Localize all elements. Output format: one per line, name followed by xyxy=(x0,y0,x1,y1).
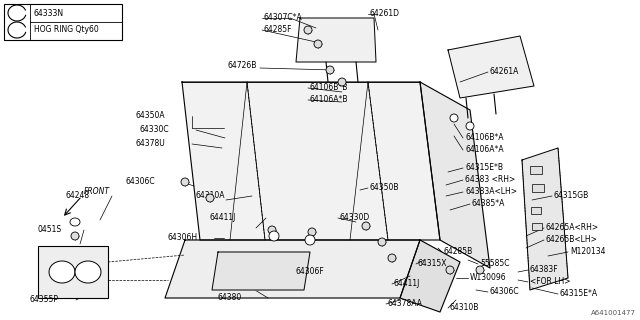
Text: 64265B<LH>: 64265B<LH> xyxy=(546,236,598,244)
Polygon shape xyxy=(212,252,310,290)
Text: <FOR LH>: <FOR LH> xyxy=(530,277,570,286)
Ellipse shape xyxy=(206,194,214,202)
Bar xyxy=(532,223,542,230)
Ellipse shape xyxy=(305,235,315,245)
Text: 64306C: 64306C xyxy=(126,178,156,187)
Bar xyxy=(4,4,122,40)
Polygon shape xyxy=(296,18,376,62)
Ellipse shape xyxy=(378,238,386,246)
Text: 64411J: 64411J xyxy=(394,279,420,289)
Ellipse shape xyxy=(362,222,370,230)
Text: 55585C: 55585C xyxy=(480,260,509,268)
Text: 64383 <RH>: 64383 <RH> xyxy=(465,175,515,185)
Ellipse shape xyxy=(388,254,396,262)
Text: 64265A<RH>: 64265A<RH> xyxy=(546,223,599,233)
Text: 64310A: 64310A xyxy=(196,191,225,201)
Ellipse shape xyxy=(304,26,312,34)
Bar xyxy=(530,166,542,174)
Ellipse shape xyxy=(314,40,322,48)
Ellipse shape xyxy=(338,78,346,86)
Text: W130096: W130096 xyxy=(470,274,507,283)
Text: 64330C: 64330C xyxy=(140,125,170,134)
Text: 64350B: 64350B xyxy=(370,183,399,193)
Text: 64355P: 64355P xyxy=(30,295,59,305)
Text: 64378AA: 64378AA xyxy=(388,300,423,308)
Text: 64307C*A: 64307C*A xyxy=(263,13,301,22)
Text: 64285F: 64285F xyxy=(263,26,291,35)
Ellipse shape xyxy=(75,261,101,283)
Ellipse shape xyxy=(326,66,334,74)
Ellipse shape xyxy=(476,266,484,274)
Text: 64306C: 64306C xyxy=(490,287,520,297)
Bar xyxy=(532,184,544,192)
Text: 64380: 64380 xyxy=(218,293,243,302)
Text: 64106A*B: 64106A*B xyxy=(310,95,349,105)
Text: 64350A: 64350A xyxy=(136,111,166,121)
Text: 64285B: 64285B xyxy=(444,247,473,257)
Text: 64306H: 64306H xyxy=(168,234,198,243)
Ellipse shape xyxy=(450,114,458,122)
Polygon shape xyxy=(448,36,534,98)
Ellipse shape xyxy=(71,232,79,240)
Polygon shape xyxy=(420,82,490,268)
Ellipse shape xyxy=(181,178,189,186)
Text: HOG RING Qty60: HOG RING Qty60 xyxy=(34,26,99,35)
Text: 64315GB: 64315GB xyxy=(554,191,589,201)
Text: 64333N: 64333N xyxy=(34,9,64,18)
Text: 64383A<LH>: 64383A<LH> xyxy=(465,188,517,196)
Text: 64248: 64248 xyxy=(66,191,90,201)
Text: 64315E*A: 64315E*A xyxy=(560,290,598,299)
Text: 64315E*B: 64315E*B xyxy=(465,164,503,172)
Text: 64315X: 64315X xyxy=(418,260,447,268)
Text: 64306F: 64306F xyxy=(296,268,324,276)
Text: A641001477: A641001477 xyxy=(591,310,636,316)
Text: 64106A*A: 64106A*A xyxy=(465,146,504,155)
Text: 64378U: 64378U xyxy=(136,140,166,148)
Text: 64330D: 64330D xyxy=(340,213,371,222)
Text: 64383F: 64383F xyxy=(530,266,559,275)
Polygon shape xyxy=(182,82,440,240)
Ellipse shape xyxy=(269,231,279,241)
Text: 64261A: 64261A xyxy=(490,68,520,76)
Ellipse shape xyxy=(70,218,80,226)
Bar xyxy=(531,207,541,214)
Polygon shape xyxy=(165,240,420,298)
Ellipse shape xyxy=(466,122,474,130)
Text: 64106B*B: 64106B*B xyxy=(310,84,348,92)
Ellipse shape xyxy=(446,266,454,274)
Text: 0451S: 0451S xyxy=(38,226,62,235)
Text: M120134: M120134 xyxy=(570,247,605,257)
Text: 64310B: 64310B xyxy=(450,303,479,313)
Text: 64261D: 64261D xyxy=(370,10,400,19)
Text: 64106B*A: 64106B*A xyxy=(465,133,504,142)
Text: 64726B: 64726B xyxy=(228,60,257,69)
Text: 64385*A: 64385*A xyxy=(472,199,506,209)
Text: 64411J: 64411J xyxy=(210,213,236,222)
Ellipse shape xyxy=(308,228,316,236)
Ellipse shape xyxy=(49,261,75,283)
Text: FRONT: FRONT xyxy=(84,187,110,196)
Ellipse shape xyxy=(268,226,276,234)
Polygon shape xyxy=(522,148,568,290)
Polygon shape xyxy=(400,240,460,312)
Bar xyxy=(38,246,108,298)
